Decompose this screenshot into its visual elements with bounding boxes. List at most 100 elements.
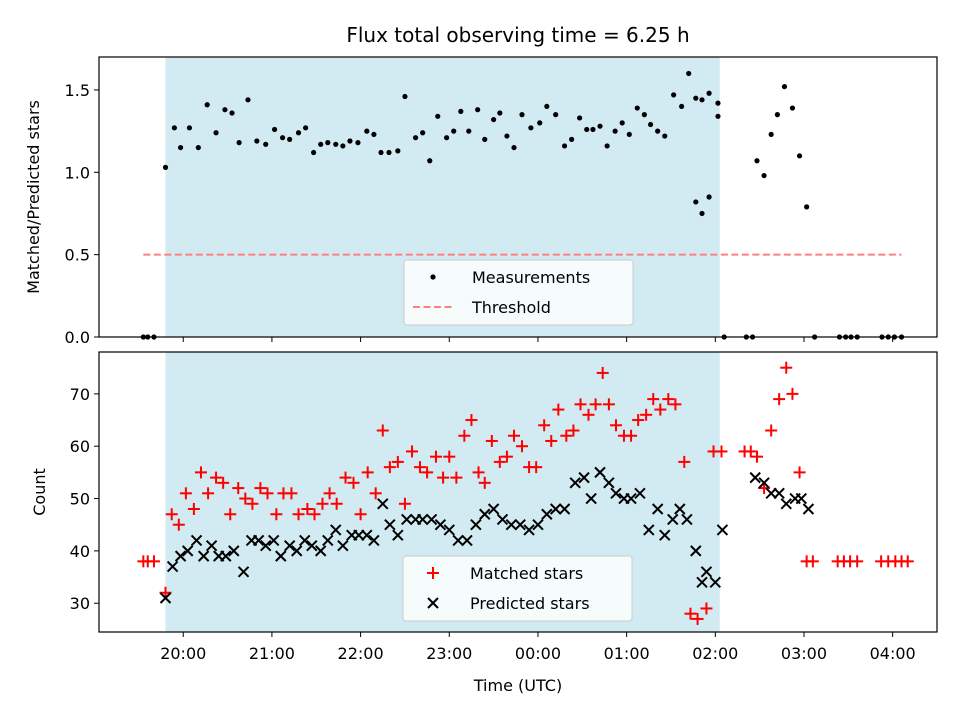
measurement-point [466, 128, 472, 134]
matched-star-point [647, 393, 660, 406]
matched-star-point [545, 434, 558, 447]
predicted-star-point [377, 498, 389, 510]
matched-star-point [323, 487, 336, 500]
predicted-star-point [174, 550, 187, 562]
matched-star-point [187, 503, 200, 516]
matched-star-point [765, 424, 778, 437]
measurement-point [706, 194, 712, 200]
predicted-star-point [275, 550, 287, 562]
measurement-point [774, 112, 780, 118]
matched-star-point [179, 487, 192, 500]
matched-star-point [609, 419, 622, 432]
matched-star-point [669, 398, 682, 411]
matched-star-point [715, 445, 728, 458]
predicted-star-point [634, 487, 646, 500]
matched-star-point [270, 508, 283, 521]
matched-star-point [316, 497, 329, 510]
measurement-point [271, 126, 278, 133]
measurement-point [789, 105, 796, 111]
matched-star-point [301, 503, 314, 516]
measurement-point [229, 110, 235, 116]
measurement-point [287, 136, 293, 142]
measurement-point [263, 141, 269, 147]
predicted-star-point [541, 508, 553, 520]
measurement-point [754, 158, 760, 164]
predicted-star-point [773, 487, 785, 500]
matched-star-point [232, 482, 245, 495]
matched-star-point [339, 471, 352, 484]
matched-star-point [538, 419, 551, 432]
measurement-point [364, 128, 370, 134]
matched-star-point [261, 487, 274, 500]
legend-predicted-label: Predicted stars [470, 594, 590, 613]
matched-star-point [308, 508, 321, 521]
measurement-point [333, 141, 339, 147]
matched-star-point [582, 408, 595, 421]
x-tick-label: 00:00 [515, 644, 561, 663]
matched-star-point [165, 508, 178, 521]
matched-star-point [515, 440, 528, 453]
predicted-star-point [470, 519, 482, 531]
predicted-star-point [416, 513, 429, 526]
measurement-point [295, 130, 302, 136]
chart-title: Flux total observing time = 6.25 h [346, 23, 689, 47]
measurement-point [325, 140, 331, 146]
predicted-star-point [749, 471, 761, 484]
matched-star-point [589, 398, 602, 411]
measurement-point [475, 107, 481, 113]
predicted-star-point [709, 576, 722, 588]
matched-star-point [210, 471, 223, 484]
matched-star-point [361, 466, 374, 479]
matched-star-point [239, 492, 252, 505]
matched-star-point [632, 414, 645, 427]
predicted-star-point [181, 545, 194, 557]
measurement-point [519, 112, 525, 118]
measurement-point [491, 116, 497, 123]
predicted-star-point [314, 545, 327, 557]
bottom-y-tick-label: 30 [70, 594, 90, 613]
matched-star-point [202, 487, 215, 500]
top-y-tick-label: 0.5 [65, 246, 90, 265]
predicted-star-point [461, 534, 473, 547]
measurement-point [458, 108, 464, 114]
predicted-star-point [392, 529, 404, 541]
matched-star-point [691, 612, 704, 625]
matched-star-point [684, 607, 697, 620]
matched-star-point [662, 393, 675, 406]
measurement-point [693, 95, 699, 101]
measurement-point [590, 126, 596, 133]
predicted-star-point [667, 513, 679, 526]
predicted-star-point [585, 492, 597, 505]
bottom-panel: 30 40 50 60 70 20:00 21:00 22:00 23:00 00:00 01:00… [70, 351, 938, 663]
x-axis-label: Time (UTC) [473, 676, 562, 695]
matched-star-point [369, 487, 382, 500]
top-y-tick-label: 1.5 [65, 81, 90, 100]
measurement-point [427, 158, 433, 164]
matched-star-point [750, 450, 763, 463]
measurement-point [577, 115, 583, 121]
matched-star-point [786, 387, 799, 400]
x-tick-label: 01:00 [604, 644, 650, 663]
measurement-point [412, 135, 419, 141]
predicted-star-point [549, 503, 562, 515]
matched-star-point [500, 450, 513, 463]
x-tick-label: 22:00 [338, 644, 384, 663]
measurement-point [303, 125, 309, 131]
x-tick-label: 03:00 [781, 644, 827, 663]
measurement-point [504, 133, 510, 139]
matched-star-point [773, 393, 786, 406]
bottom-y-tick-label: 70 [70, 385, 90, 404]
x-tick-label: 20:00 [160, 644, 206, 663]
predicted-star-point [558, 503, 571, 515]
predicted-star-point [505, 519, 518, 531]
measurement-point [641, 112, 647, 118]
predicted-star-point [758, 477, 770, 489]
x-tick-label: 21:00 [249, 644, 295, 663]
predicted-star-point [487, 503, 500, 515]
matched-star-point [508, 429, 521, 442]
matched-star-point [625, 429, 638, 442]
predicted-star-point [443, 524, 455, 536]
matched-star-point [472, 466, 485, 479]
predicted-star-point [368, 534, 380, 547]
